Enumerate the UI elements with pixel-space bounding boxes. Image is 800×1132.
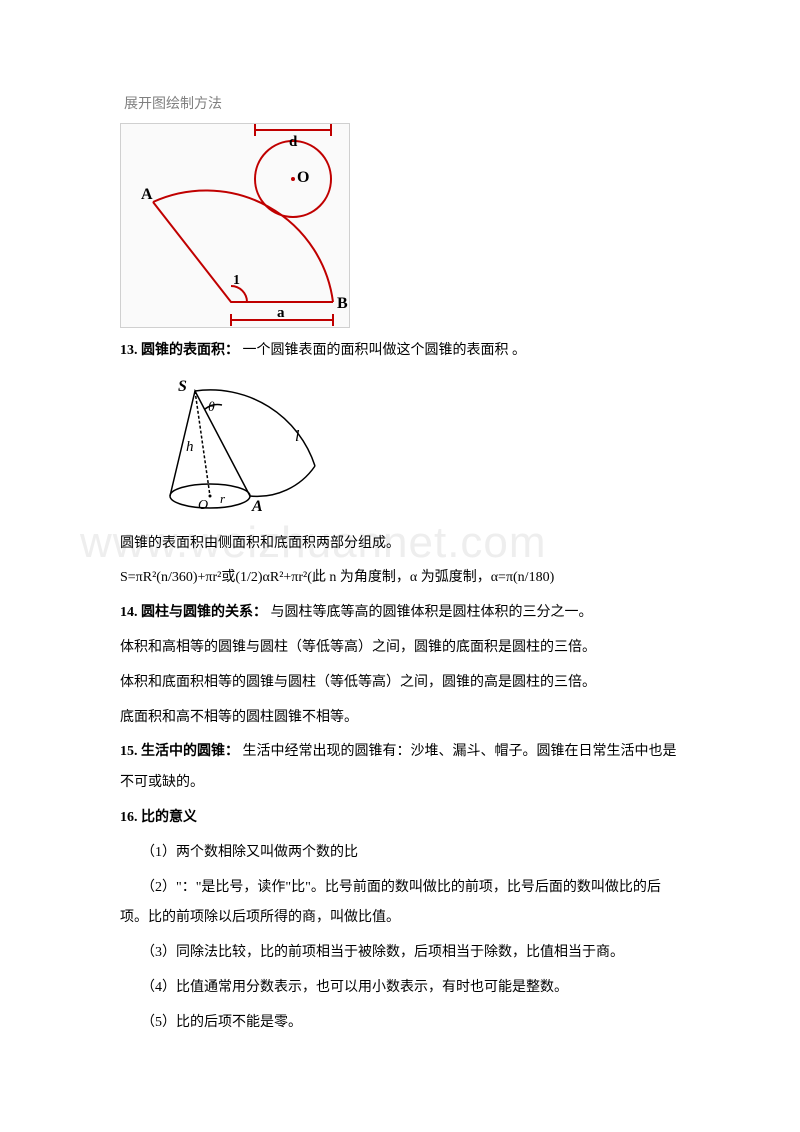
label-O: O xyxy=(297,169,309,186)
sec16-title: 比的意义 xyxy=(141,810,197,825)
sec16-i3: （3）同除法比较，比的前项相当于被除数，后项相当于除数，比值相当于商。 xyxy=(120,938,680,969)
label-S: S xyxy=(178,378,187,395)
figure1-net-diagram: A B O 1 a d xyxy=(120,123,350,328)
document-content: 展开图绘制方法 A B O 1 a d 13. 圆锥的表面积： 一个圆锥表面 xyxy=(0,0,800,1103)
label-a: a xyxy=(277,305,285,321)
section-13-heading: 13. 圆锥的表面积： 一个圆锥表面的面积叫做这个圆锥的表面积 。 xyxy=(120,336,680,367)
sec16-num: 16. xyxy=(120,810,138,825)
sec16-i4: （4）比值通常用分数表示，也可以用小数表示，有时也可能是整数。 xyxy=(120,973,680,1004)
label-A: A xyxy=(141,186,153,203)
sec13-p1: 圆锥的表面积由侧面积和底面积两部分组成。 xyxy=(120,529,680,560)
sec13-title: 圆锥的表面积： xyxy=(141,343,239,358)
label-h: h xyxy=(186,439,194,455)
sec14-num: 14. xyxy=(120,605,138,620)
section-14-heading: 14. 圆柱与圆锥的关系： 与圆柱等底等高的圆锥体积是圆柱体积的三分之一。 xyxy=(120,598,680,629)
label-O2: O xyxy=(198,498,208,513)
sec13-p2: S=πR²(n/360)+πr²或(1/2)αR²+πr²(此 n 为角度制，α… xyxy=(120,563,680,594)
sec15-num: 15. xyxy=(120,744,138,759)
section-16-heading: 16. 比的意义 xyxy=(120,803,680,834)
sec14-title: 圆柱与圆锥的关系： xyxy=(141,605,267,620)
label-A2: A xyxy=(251,498,263,515)
sec16-i5: （5）比的后项不能是零。 xyxy=(120,1008,680,1039)
label-l: l xyxy=(295,428,300,445)
label-r: r xyxy=(220,491,226,506)
figure1-caption: 展开图绘制方法 xyxy=(120,90,680,121)
sec13-text: 一个圆锥表面的面积叫做这个圆锥的表面积 。 xyxy=(243,343,527,358)
sec13-num: 13. xyxy=(120,343,138,358)
label-d: d xyxy=(289,134,298,150)
sec15-title: 生活中的圆锥： xyxy=(141,744,239,759)
label-B: B xyxy=(337,295,348,312)
section-15: 15. 生活中的圆锥： 生活中经常出现的圆锥有：沙堆、漏斗、帽子。圆锥在日常生活… xyxy=(120,737,680,799)
sec14-p1: 体积和高相等的圆锥与圆柱（等低等高）之间，圆锥的底面积是圆柱的三倍。 xyxy=(120,633,680,664)
sec14-p3: 底面积和高不相等的圆柱圆锥不相等。 xyxy=(120,703,680,734)
sec16-i2: （2）"："是比号，读作"比"。比号前面的数叫做比的前项，比号后面的数叫做比的后… xyxy=(120,873,680,935)
label-1: 1 xyxy=(233,273,240,288)
sec14-text: 与圆柱等底等高的圆锥体积是圆柱体积的三分之一。 xyxy=(271,605,593,620)
sec16-i1: （1）两个数相除又叫做两个数的比 xyxy=(120,838,680,869)
figure2-cone-diagram: S A O r h l θ xyxy=(150,371,330,521)
sec14-p2: 体积和底面积相等的圆锥与圆柱（等低等高）之间，圆锥的高是圆柱的三倍。 xyxy=(120,668,680,699)
label-theta: θ xyxy=(208,400,215,415)
